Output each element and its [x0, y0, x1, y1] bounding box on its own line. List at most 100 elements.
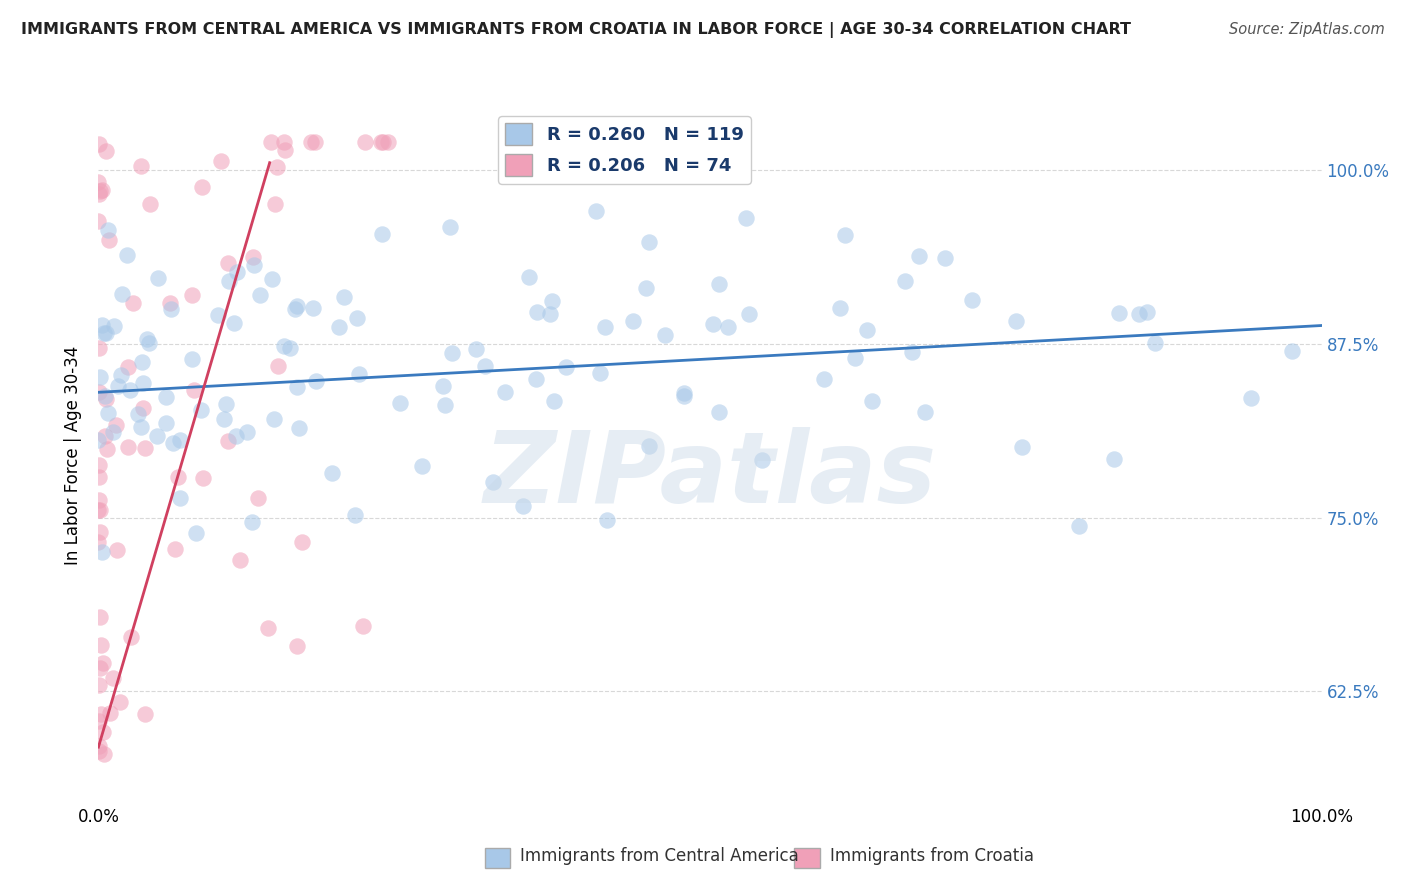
Point — [834, 228, 856, 243]
Point — [856, 324, 879, 338]
Point — [87, 175, 110, 189]
Point — [93, 389, 115, 403]
Point — [87, 503, 110, 517]
Point — [813, 372, 835, 386]
Point — [89, 661, 111, 675]
Point — [148, 270, 170, 285]
Point — [1240, 392, 1263, 406]
Point — [638, 235, 661, 249]
Point — [87, 458, 110, 472]
Point — [225, 429, 247, 443]
Point — [377, 135, 399, 149]
Point — [260, 135, 283, 149]
Point — [91, 183, 114, 197]
Point — [91, 318, 114, 332]
Point — [354, 135, 377, 149]
Point — [90, 638, 112, 652]
Point — [146, 429, 169, 443]
Point — [242, 250, 264, 264]
Point — [263, 197, 285, 211]
Point — [266, 160, 288, 174]
Point — [328, 319, 350, 334]
Point — [273, 135, 295, 149]
Point — [707, 277, 730, 292]
Point — [1128, 307, 1150, 321]
Point — [1143, 335, 1166, 350]
Point — [87, 136, 110, 151]
Point — [1011, 440, 1033, 454]
Point — [183, 383, 205, 397]
Point — [87, 739, 110, 753]
Point — [94, 326, 117, 340]
Point — [934, 251, 956, 265]
Point — [673, 389, 696, 403]
Point — [526, 304, 548, 318]
Point — [87, 434, 110, 448]
Point — [87, 535, 110, 549]
Point — [709, 405, 731, 419]
Point — [634, 281, 657, 295]
Y-axis label: In Labor Force | Age 30-34: In Labor Force | Age 30-34 — [65, 345, 83, 565]
Point — [186, 526, 208, 541]
Point — [117, 440, 139, 454]
Point — [89, 503, 111, 517]
Point — [304, 135, 326, 149]
Point — [914, 405, 936, 419]
Point — [93, 326, 115, 340]
Point — [585, 204, 607, 219]
Point — [638, 439, 661, 453]
Point — [138, 335, 160, 350]
Point — [439, 219, 461, 234]
Point — [87, 341, 110, 355]
Point — [132, 376, 155, 390]
Point — [287, 421, 309, 435]
Point — [87, 678, 110, 692]
Point — [285, 639, 308, 653]
Point — [465, 342, 488, 356]
Point — [844, 351, 866, 365]
Point — [191, 471, 214, 485]
Point — [96, 223, 118, 237]
Point — [321, 466, 343, 480]
Point — [139, 197, 162, 211]
Point — [1067, 519, 1090, 533]
Point — [554, 360, 576, 375]
Legend: R = 0.260   N = 119, R = 0.206   N = 74: R = 0.260 N = 119, R = 0.206 N = 74 — [498, 116, 751, 184]
Point — [209, 154, 232, 169]
Point — [302, 301, 325, 315]
Point — [595, 513, 617, 527]
Point — [226, 265, 249, 279]
Point — [94, 429, 117, 443]
Point — [159, 295, 181, 310]
Text: IMMIGRANTS FROM CENTRAL AMERICA VS IMMIGRANTS FROM CROATIA IN LABOR FORCE | AGE : IMMIGRANTS FROM CENTRAL AMERICA VS IMMIG… — [21, 22, 1130, 38]
Point — [131, 420, 153, 434]
Point — [247, 491, 270, 505]
Point — [273, 339, 295, 353]
Point — [285, 299, 308, 313]
Text: Immigrants from Croatia: Immigrants from Croatia — [830, 847, 1033, 865]
Point — [751, 452, 773, 467]
Text: ZIPatlas: ZIPatlas — [484, 427, 936, 524]
Point — [94, 144, 117, 158]
Text: Immigrants from Central America: Immigrants from Central America — [520, 847, 799, 865]
Point — [828, 301, 851, 315]
Point — [115, 248, 138, 262]
Point — [440, 346, 463, 360]
Point — [105, 542, 128, 557]
Point — [894, 273, 917, 287]
Point — [96, 442, 118, 456]
Point — [101, 425, 124, 439]
Point — [169, 433, 191, 447]
Point — [243, 258, 266, 272]
Point — [346, 311, 368, 326]
Point — [263, 412, 285, 426]
Point — [540, 307, 562, 321]
Point — [274, 144, 297, 158]
Point — [218, 274, 240, 288]
Point — [370, 135, 392, 149]
Point — [267, 359, 290, 373]
Point — [217, 434, 239, 448]
Point — [388, 396, 411, 410]
Point — [257, 622, 280, 636]
Point — [87, 714, 110, 728]
